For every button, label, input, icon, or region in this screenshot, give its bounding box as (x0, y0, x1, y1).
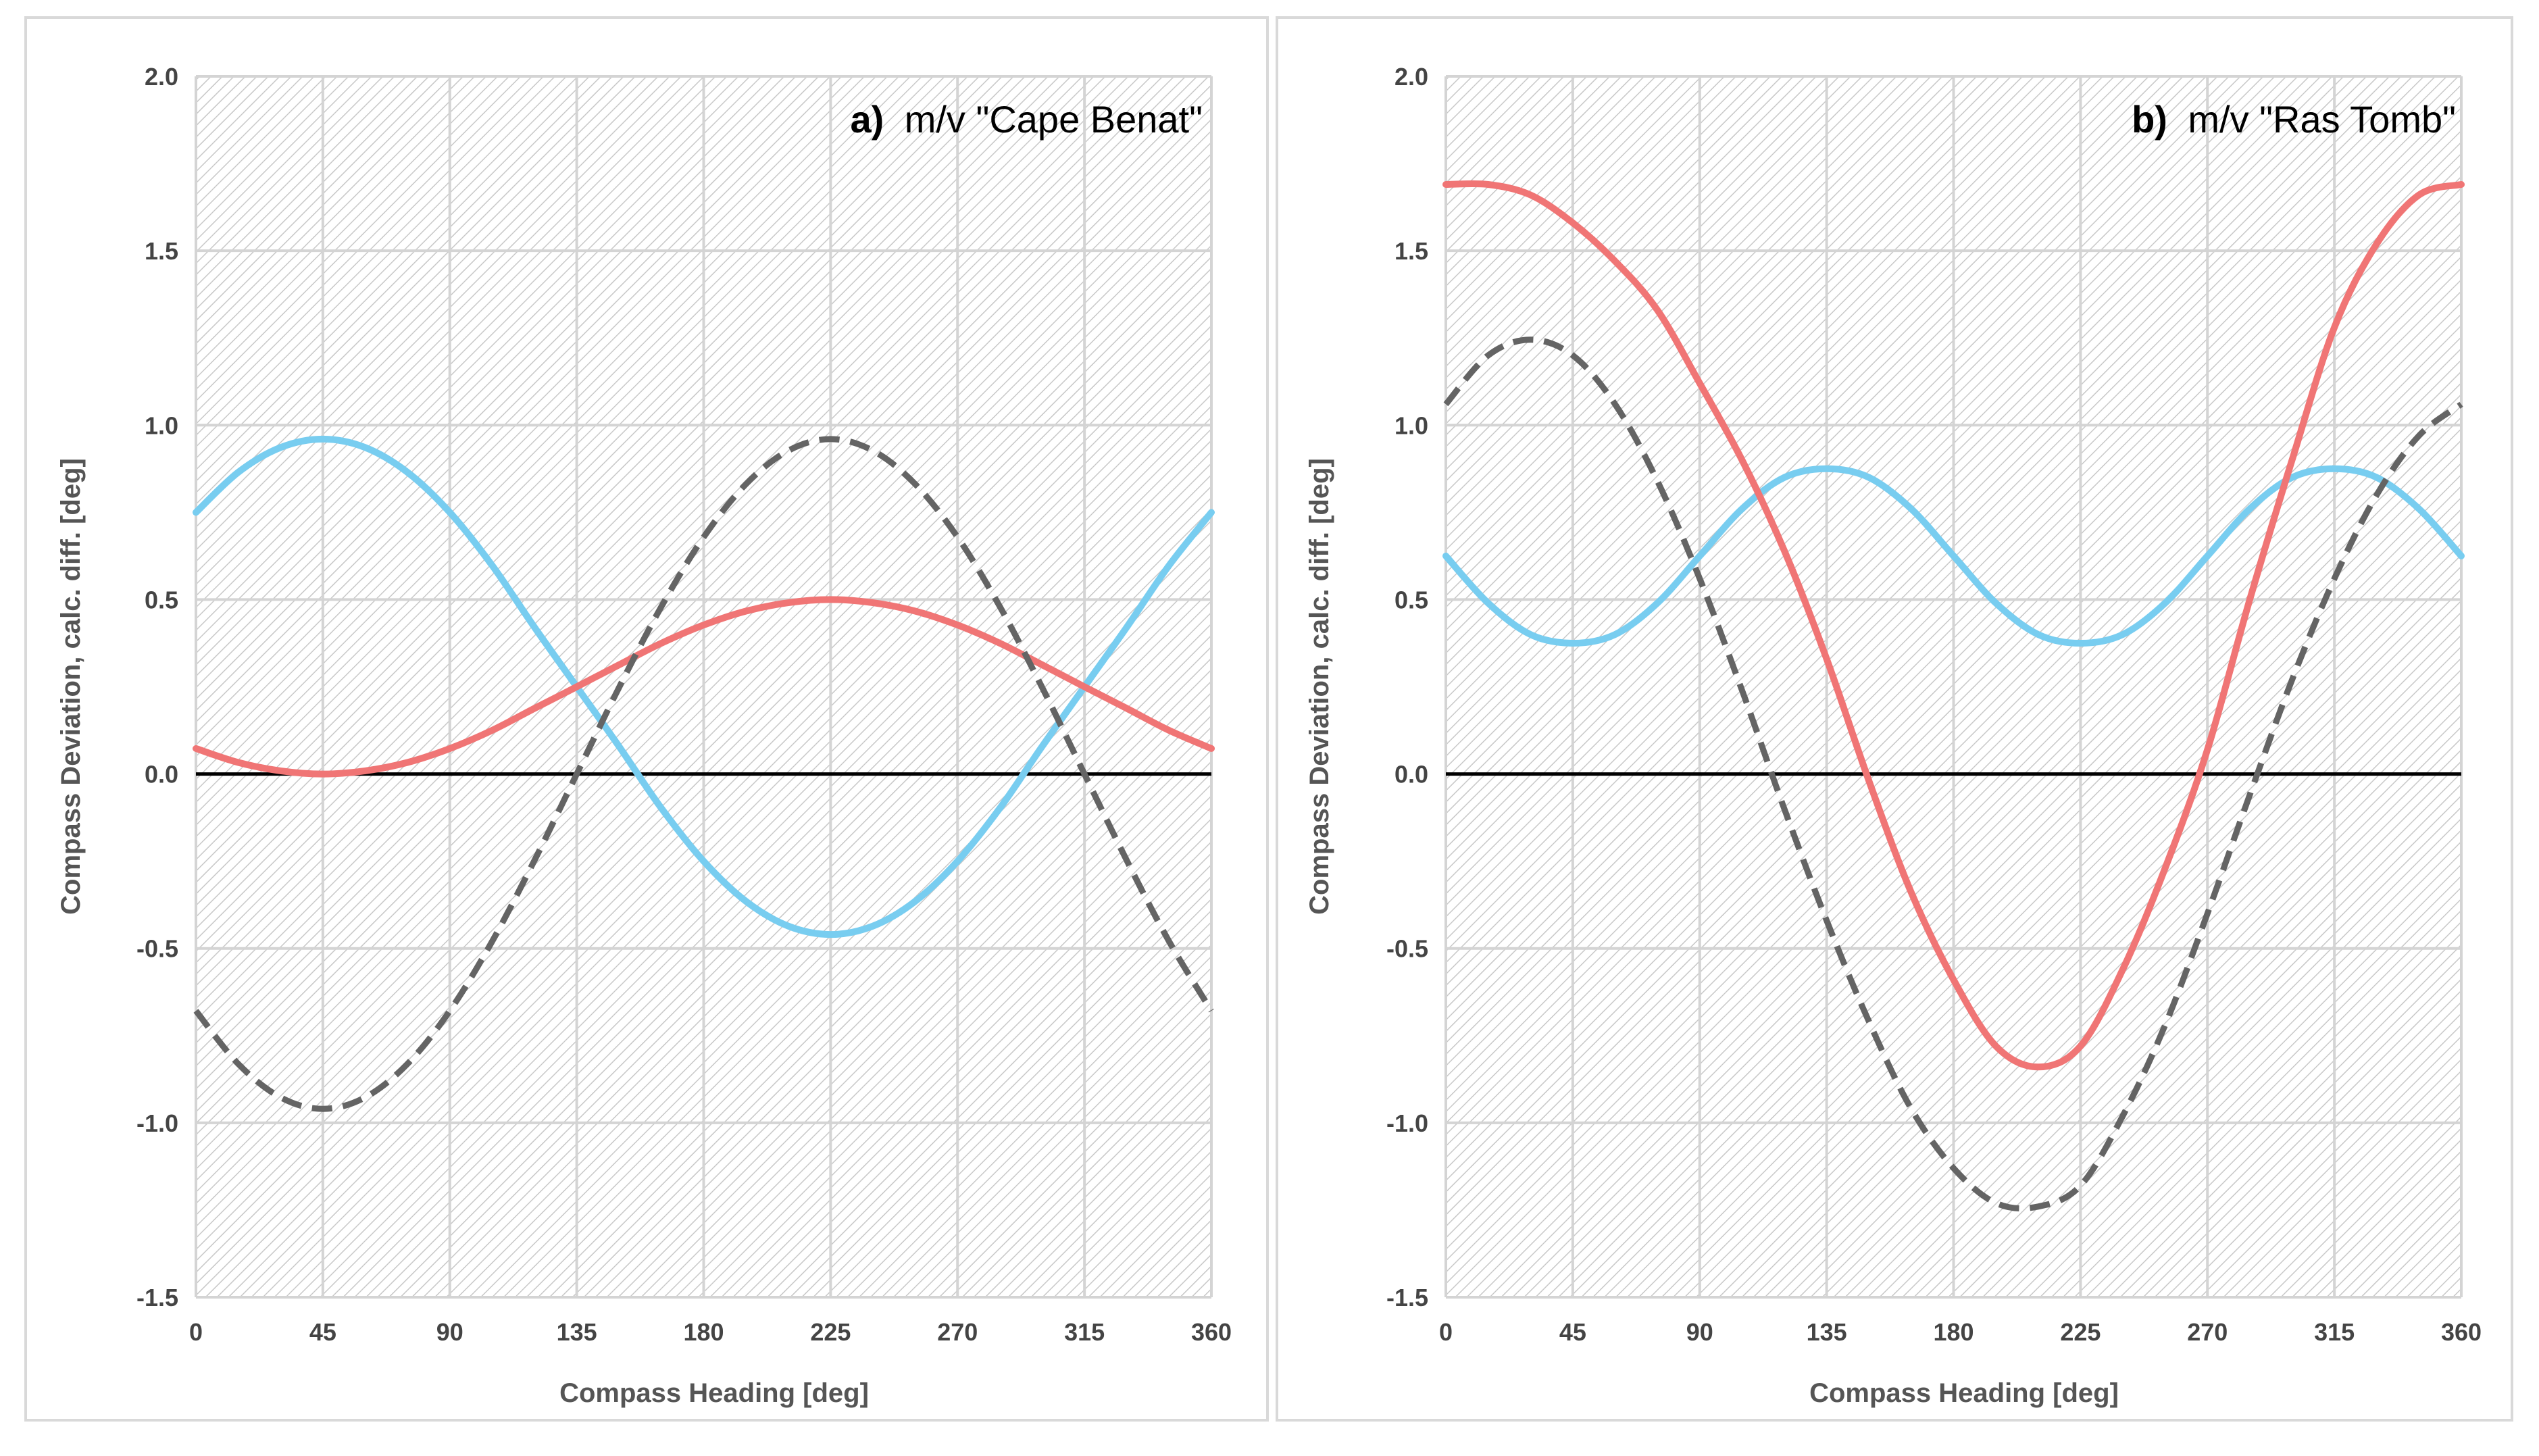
y-tick-label: 0.5 (145, 586, 178, 613)
x-tick-label: 315 (2314, 1318, 2355, 1346)
x-tick-label: 360 (2441, 1318, 2482, 1346)
x-axis-label-b: Compass Heading [deg] (1809, 1378, 2119, 1408)
chart-b: -1.5 -1.0 -0.5 0.0 0.5 1.0 1.5 2.0 0 45 90 135 180 2… (1305, 63, 2482, 1408)
y-tick-label: -1.0 (136, 1109, 178, 1137)
x-tick-label: 90 (436, 1318, 463, 1346)
x-tick-label: 360 (1191, 1318, 1232, 1346)
panel-title-b: b) m/v "Ras Tomb" (2132, 98, 2456, 141)
y-tick-label: -1.5 (136, 1284, 178, 1311)
x-tick-label: 225 (810, 1318, 851, 1346)
y-tick-label: 0.0 (145, 761, 178, 788)
y-tick-label: 2.0 (145, 63, 178, 91)
y-tick-label: 1.5 (145, 237, 178, 265)
x-tick-label: 225 (2060, 1318, 2101, 1346)
x-tick-label: 90 (1686, 1318, 1713, 1346)
panel-title-b-letter: b) (2132, 98, 2167, 141)
x-tick-label: 0 (1439, 1318, 1453, 1346)
y-tick-label: -1.0 (1386, 1109, 1428, 1137)
series-line-dashed (1443, 336, 2463, 1212)
y-axis-label-a: Compass Deviation, calc. diff. [deg] (56, 458, 86, 915)
x-tick-label: 180 (1933, 1318, 1974, 1346)
series-line-red (193, 596, 1215, 778)
y-tick-labels-b: -1.5 -1.0 -0.5 0.0 0.5 1.0 1.5 2.0 (1386, 63, 1428, 1311)
y-tick-label: 0.0 (1394, 761, 1428, 788)
series-line-dashed (193, 436, 1214, 1112)
panel-title-b-name: m/v "Ras Tomb" (2188, 98, 2456, 141)
panel-title-a: a) m/v "Cape Benat" (850, 98, 1203, 141)
x-tick-label: 0 (189, 1318, 203, 1346)
x-tick-label: 180 (683, 1318, 724, 1346)
x-axis-label-a: Compass Heading [deg] (559, 1378, 869, 1408)
x-tick-labels-b: 0 45 90 135 180 225 270 315 360 (1439, 1318, 2482, 1346)
y-tick-label: -1.5 (1386, 1284, 1428, 1311)
panel-title-a-name: m/v "Cape Benat" (905, 98, 1203, 141)
x-tick-label: 315 (1064, 1318, 1105, 1346)
y-tick-label: 1.5 (1394, 237, 1428, 265)
series-line-red (1442, 180, 2465, 1071)
series-group-b (1442, 180, 2465, 1212)
y-tick-labels-a: -1.5 -1.0 -0.5 0.0 0.5 1.0 1.5 2.0 (136, 63, 178, 1311)
x-tick-label: 45 (1559, 1318, 1586, 1346)
y-axis-label-b: Compass Deviation, calc. diff. [deg] (1305, 458, 1334, 915)
x-tick-label: 270 (937, 1318, 978, 1346)
grid-a (195, 75, 1213, 1299)
series-group-a (193, 435, 1215, 1112)
chart-a: -1.5 -1.0 -0.5 0.0 0.5 1.0 1.5 2.0 0 45 90 135 180 2… (56, 63, 1232, 1408)
x-tick-labels-a: 0 45 90 135 180 225 270 315 360 (189, 1318, 1232, 1346)
x-tick-label: 135 (557, 1318, 597, 1346)
y-tick-label: 0.5 (1394, 586, 1428, 613)
series-line-blue (193, 435, 1215, 938)
y-tick-label: -0.5 (136, 935, 178, 963)
x-tick-label: 270 (2187, 1318, 2228, 1346)
series-line-blue (1442, 465, 2465, 647)
y-tick-label: 1.0 (1394, 411, 1428, 439)
panel-title-a-letter: a) (850, 98, 884, 141)
x-tick-label: 45 (309, 1318, 336, 1346)
y-tick-label: 1.0 (145, 411, 178, 439)
x-tick-label: 135 (1807, 1318, 1847, 1346)
y-tick-label: -0.5 (1386, 935, 1428, 963)
y-tick-label: 2.0 (1394, 63, 1428, 91)
